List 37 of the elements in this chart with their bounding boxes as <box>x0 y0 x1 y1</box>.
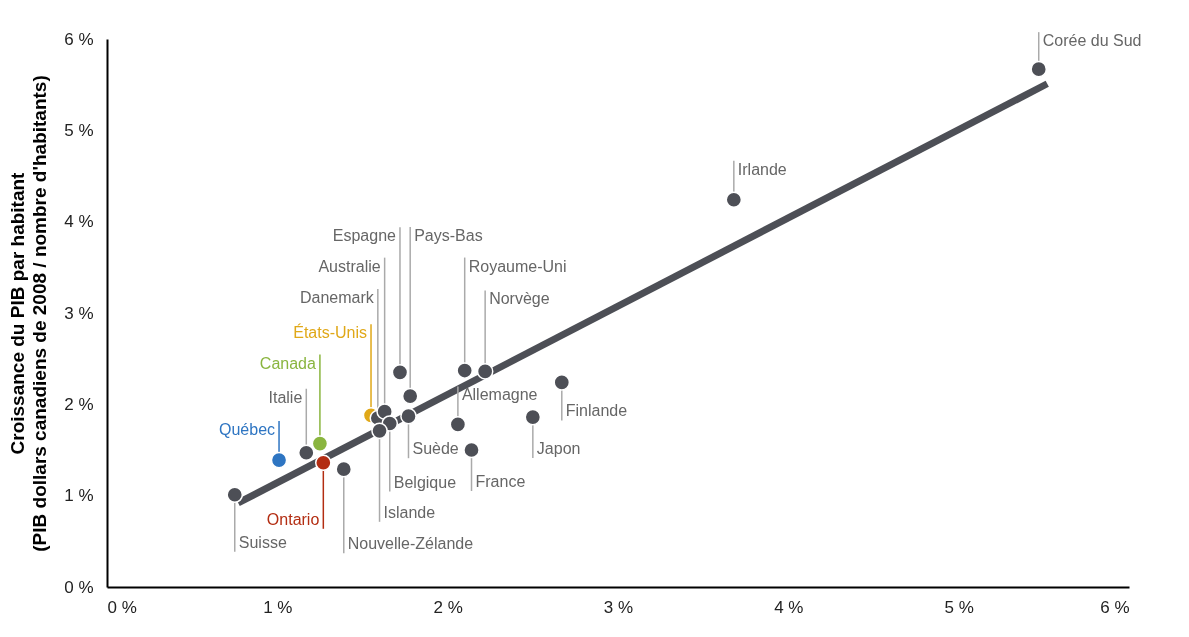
y-tick-label: 6 % <box>64 29 94 49</box>
annotation: Espagne <box>332 227 397 245</box>
y-tick-label: 1 % <box>64 486 94 506</box>
y-tick-label: 2 % <box>64 394 94 414</box>
annotation: Allemagne <box>461 386 538 404</box>
y-axis-title: Croissance du PIB par habitant (PIB dollars canadiens de 2008 / nombre d'habitants) <box>7 75 51 552</box>
annotation: Irlande <box>737 160 787 178</box>
x-tick-label: 2 % <box>433 597 463 617</box>
x-tick-label: 5 % <box>944 597 974 617</box>
annotation: Corée du Sud <box>1042 32 1142 50</box>
annotation: Norvège <box>489 290 550 308</box>
annotation: Suède <box>412 440 459 458</box>
y-tick-label: 4 % <box>64 212 94 232</box>
annotation: Italie <box>268 388 303 406</box>
annotation: Suisse <box>238 533 287 551</box>
annotation: États-Unis <box>293 323 368 342</box>
x-tick-label: 3 % <box>603 597 634 617</box>
y-tick-label: 3 % <box>64 303 94 323</box>
y-tick-label: 5 % <box>64 120 94 140</box>
annotation: Finlande <box>565 402 628 420</box>
x-tick-label: 1 % <box>263 597 293 617</box>
annotation: Québec <box>218 421 276 439</box>
y-tick-label: 0 % <box>64 577 94 597</box>
annotation: Pays-Bas <box>414 227 483 245</box>
annotation: Danemark <box>300 289 375 307</box>
annotation: Australie <box>318 257 381 275</box>
annotation: Islande <box>383 503 436 521</box>
annotation: Japon <box>536 440 581 458</box>
annotation: Belgique <box>393 473 457 491</box>
x-tick-label: 6 % <box>1100 597 1130 617</box>
x-tick-label: 4 % <box>774 597 804 617</box>
annotation: Canada <box>259 354 317 372</box>
annotation: Nouvelle-Zélande <box>347 535 474 553</box>
annotation: Royaume-Uni <box>468 257 567 275</box>
x-tick-label: 0 % <box>107 597 137 617</box>
annotation: France <box>475 473 526 490</box>
annotation: Ontario <box>266 510 320 528</box>
